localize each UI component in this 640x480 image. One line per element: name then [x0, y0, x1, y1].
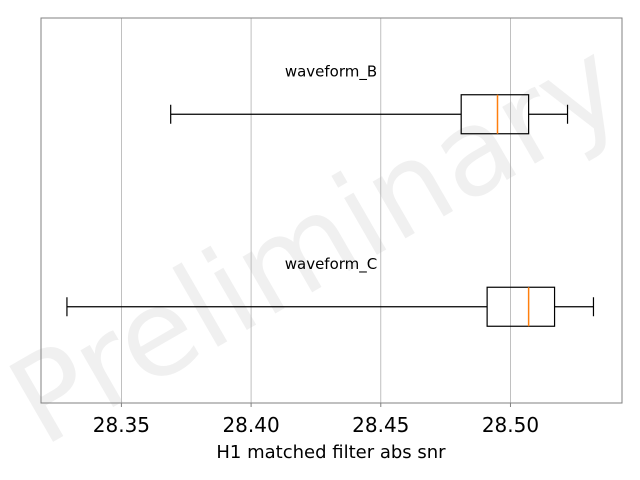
- box-waveform_B: waveform_B: [170, 62, 569, 135]
- x-axis-label: H1 matched filter abs snr: [216, 442, 446, 463]
- series-label: waveform_C: [285, 255, 378, 274]
- plot-frame: [40, 17, 623, 404]
- box-layer: waveform_B waveform_C: [66, 62, 595, 327]
- box-iqr: [486, 286, 556, 327]
- x-tick-label: 28.35: [93, 413, 150, 437]
- box-waveform_C: waveform_C: [66, 255, 595, 327]
- x-tick-label: 28.50: [482, 413, 539, 437]
- series-label: waveform_B: [285, 62, 377, 81]
- grid-lines: [121, 18, 511, 403]
- box-iqr: [460, 94, 530, 135]
- x-axis: 28.35 28.40 28.45 28.50: [93, 403, 539, 437]
- x-tick-label: 28.40: [222, 413, 279, 437]
- watermark-text: Preliminary: [0, 14, 640, 473]
- x-tick-label: 28.45: [352, 413, 409, 437]
